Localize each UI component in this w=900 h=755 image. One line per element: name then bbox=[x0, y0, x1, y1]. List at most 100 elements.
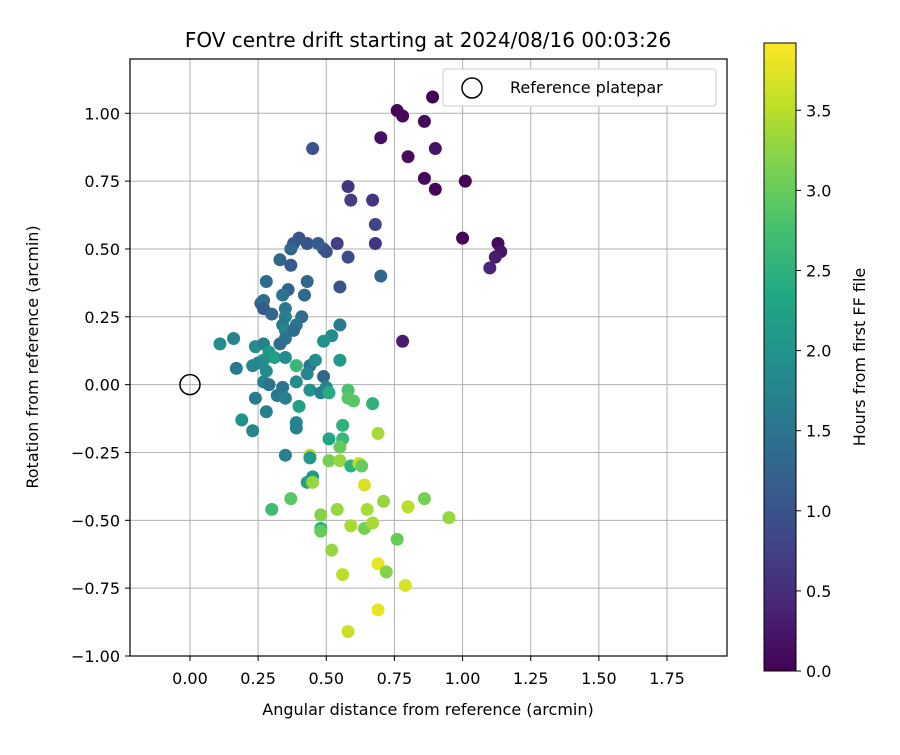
scatter-point bbox=[284, 242, 298, 256]
scatter-point bbox=[276, 288, 290, 302]
scatter-point bbox=[488, 250, 502, 264]
scatter-point bbox=[289, 421, 303, 435]
scatter-point bbox=[368, 237, 382, 251]
x-tick-label: 1.25 bbox=[513, 669, 549, 688]
scatter-point bbox=[366, 397, 380, 411]
scatter-point bbox=[344, 519, 358, 533]
colorbar-tick-label: 2.0 bbox=[806, 342, 831, 361]
colorbar-tick-label: 3.0 bbox=[806, 181, 831, 200]
reference-platepar-marker bbox=[179, 373, 201, 396]
scatter-point bbox=[262, 378, 276, 392]
scatter-point bbox=[442, 511, 456, 525]
scatter-point bbox=[292, 399, 306, 413]
scatter-point bbox=[306, 142, 320, 156]
scatter-point bbox=[265, 307, 279, 321]
scatter-point bbox=[303, 451, 317, 465]
scatter-point bbox=[325, 543, 339, 557]
scatter-point bbox=[428, 142, 442, 156]
scatter-point bbox=[368, 218, 382, 232]
scatter-point bbox=[322, 454, 336, 468]
scatter-point bbox=[319, 245, 333, 259]
scatter-point bbox=[360, 502, 374, 516]
scatter-point bbox=[333, 440, 347, 454]
plot-frame bbox=[129, 58, 728, 657]
scatter-point bbox=[213, 337, 227, 351]
scatter-point bbox=[297, 288, 311, 302]
scatter-point bbox=[265, 502, 279, 516]
scatter-point bbox=[289, 359, 303, 373]
y-tick-label: 0.25 bbox=[84, 308, 120, 327]
scatter-point bbox=[390, 532, 404, 546]
colorbar-label: Hours from first FF file bbox=[850, 268, 869, 447]
colorbar-tick-label: 1.0 bbox=[806, 502, 831, 521]
scatter-point bbox=[371, 557, 385, 571]
chart-title: FOV centre drift starting at 2024/08/16 … bbox=[185, 28, 671, 52]
y-tick-label: −0.75 bbox=[71, 579, 120, 598]
y-tick-label: −1.00 bbox=[71, 647, 120, 666]
scatter-point bbox=[336, 418, 350, 432]
scatter-point bbox=[366, 193, 380, 207]
data-points bbox=[213, 90, 508, 639]
colorbar-tick-label: 2.5 bbox=[806, 261, 831, 280]
scatter-point bbox=[267, 351, 281, 364]
scatter-point bbox=[374, 131, 388, 145]
scatter-point bbox=[246, 359, 260, 373]
scatter-point bbox=[235, 413, 249, 427]
scatter-point bbox=[287, 323, 301, 337]
scatter-point bbox=[428, 182, 442, 196]
scatter-point bbox=[341, 250, 355, 264]
scatter-point bbox=[314, 508, 328, 522]
colorbar-tick-label: 3.5 bbox=[806, 101, 831, 120]
scatter-point bbox=[344, 193, 358, 207]
colorbar-tick-label: 0.5 bbox=[806, 582, 831, 601]
scatter-point bbox=[289, 375, 303, 389]
scatter-point bbox=[417, 492, 431, 506]
scatter-point bbox=[330, 502, 344, 516]
x-tick-label: 0.75 bbox=[377, 669, 413, 688]
colorbar: 0.0 0.5 1.0 1.5 2.0 2.5 3.0 3.5 Hours from firs… bbox=[763, 42, 869, 681]
scatter-point bbox=[333, 353, 347, 367]
grid-lines bbox=[130, 59, 727, 657]
scatter-point bbox=[248, 391, 262, 405]
y-tick-label: −0.25 bbox=[71, 443, 120, 462]
scatter-point bbox=[322, 386, 336, 400]
scatter-point bbox=[347, 394, 361, 408]
scatter-point bbox=[308, 353, 322, 367]
scatter-point bbox=[259, 405, 273, 419]
scatter-point bbox=[483, 261, 497, 275]
scatter-point bbox=[374, 269, 388, 283]
colorbar-tick-label: 1.5 bbox=[806, 422, 831, 441]
scatter-point bbox=[417, 114, 431, 128]
scatter-point bbox=[401, 150, 415, 164]
y-tick-label: 1.00 bbox=[84, 104, 120, 123]
scatter-point bbox=[278, 448, 292, 462]
scatter-point bbox=[278, 351, 292, 364]
scatter-point bbox=[396, 109, 410, 123]
y-tick-label: 0.75 bbox=[84, 172, 120, 191]
scatter-point bbox=[355, 459, 369, 473]
x-axis-label: Angular distance from reference (arcmin) bbox=[262, 700, 593, 719]
scatter-point bbox=[273, 337, 287, 351]
scatter-point bbox=[341, 625, 355, 639]
scatter-point bbox=[357, 478, 371, 492]
scatter-point bbox=[306, 475, 320, 489]
scatter-point bbox=[398, 578, 412, 592]
legend-marker-icon bbox=[461, 77, 483, 99]
scatter-point bbox=[333, 318, 347, 332]
x-tick-label: 1.50 bbox=[581, 669, 617, 688]
scatter-point bbox=[314, 524, 328, 538]
y-tick-label: −0.50 bbox=[71, 511, 120, 530]
scatter-point bbox=[456, 231, 470, 245]
scatter-point bbox=[227, 332, 241, 346]
scatter-point bbox=[300, 237, 314, 251]
scatter-point bbox=[317, 334, 331, 348]
colorbar-tick-label: 0.0 bbox=[806, 662, 831, 681]
scatter-point bbox=[300, 275, 314, 289]
scatter-point bbox=[273, 253, 287, 267]
x-tick-label: 1.75 bbox=[649, 669, 685, 688]
scatter-point bbox=[246, 424, 260, 438]
scatter-point bbox=[317, 369, 331, 383]
scatter-point bbox=[259, 364, 273, 378]
scatter-point bbox=[278, 391, 292, 405]
scatter-point bbox=[379, 565, 393, 579]
